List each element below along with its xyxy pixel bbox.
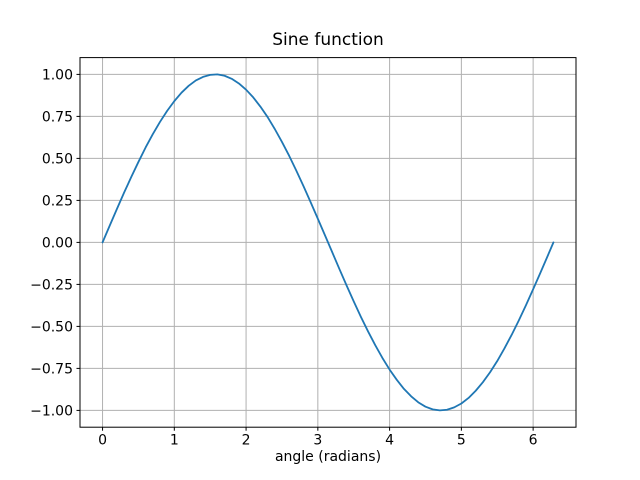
y-tick-label: 0.25	[42, 193, 73, 209]
x-axis-label: angle (radians)	[274, 449, 382, 465]
y-tick-label: 0.75	[42, 109, 73, 125]
y-tick-label: −0.25	[30, 277, 73, 293]
y-tick-label: −1.00	[30, 403, 73, 419]
x-tick-label: 1	[170, 433, 179, 449]
chart-title: Sine function	[272, 30, 384, 50]
y-tick-label: −0.50	[30, 319, 73, 335]
y-tick-label: −0.75	[30, 361, 73, 377]
x-tick-label: 0	[98, 433, 107, 449]
x-tick-label: 4	[385, 433, 394, 449]
x-tick-label: 5	[457, 433, 466, 449]
y-tick-label: 0.50	[42, 151, 73, 167]
y-tick-label: 0.00	[42, 235, 73, 251]
x-tick-label: 3	[313, 433, 322, 449]
x-tick-label: 2	[242, 433, 251, 449]
sine-curve	[101, 73, 555, 412]
y-tick-label: 1.00	[42, 67, 73, 83]
x-tick-label: 6	[529, 433, 538, 449]
